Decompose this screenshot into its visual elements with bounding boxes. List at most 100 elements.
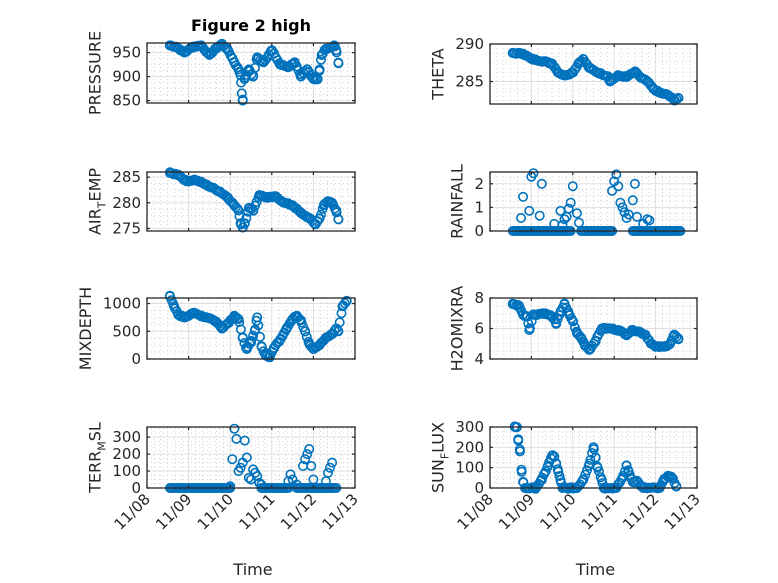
data-point	[312, 74, 323, 85]
data-point	[198, 178, 209, 189]
y-tick-label: 1000	[103, 295, 141, 313]
y-tick-label: 0	[131, 350, 141, 368]
x-axis-label: Time	[575, 560, 615, 579]
data-point	[551, 318, 562, 329]
y-tick-label: 100	[112, 462, 141, 480]
data-point	[304, 443, 315, 454]
data-point	[331, 323, 342, 334]
data-point	[173, 309, 184, 320]
data-point	[514, 444, 525, 455]
axes-frame	[146, 171, 356, 232]
y-tick-label: 500	[112, 322, 141, 340]
data-point	[302, 64, 313, 75]
data-point	[567, 315, 578, 326]
data-point	[631, 211, 642, 222]
data-point	[584, 344, 595, 355]
data-point	[275, 334, 286, 345]
data-point	[671, 480, 682, 491]
data-point	[538, 308, 549, 319]
data-point	[314, 213, 325, 224]
data-point	[333, 326, 344, 337]
data-point	[225, 481, 236, 492]
y-axis-label: AIRTEMP	[86, 168, 109, 235]
y-tick-label: 0	[474, 479, 484, 497]
data-point	[223, 192, 234, 203]
axes-frame	[489, 171, 698, 232]
y-tick-label: 950	[112, 44, 141, 62]
y-axis-label: H2OMIXRA	[448, 286, 467, 372]
data-point	[563, 308, 574, 319]
data-point	[196, 40, 207, 51]
axes-frame	[489, 426, 698, 489]
y-axis-label: MIXDEPTH	[76, 287, 95, 370]
data-point	[662, 90, 673, 101]
axes-frame	[146, 426, 356, 489]
data-point	[573, 217, 584, 228]
axes-mixdepth: 0 500 1000 MIXDEPTH	[76, 287, 356, 370]
data-point	[214, 186, 225, 197]
data-point	[216, 322, 227, 333]
data-point	[308, 474, 319, 485]
data-point	[559, 214, 570, 225]
y-tick-label: 280	[112, 194, 141, 212]
data-point	[179, 312, 190, 323]
data-point	[223, 45, 234, 56]
y-axis-label: TERRMSL	[86, 422, 109, 494]
data-point	[628, 67, 639, 78]
data-point	[667, 472, 678, 483]
data-point	[513, 434, 524, 445]
data-point	[233, 314, 244, 325]
y-tick-label: 100	[455, 459, 484, 477]
data-point	[522, 311, 533, 322]
data-point	[642, 76, 653, 87]
data-point	[602, 71, 613, 82]
data-point	[235, 462, 246, 473]
data-point	[229, 57, 240, 68]
data-point	[237, 332, 248, 343]
data-point	[627, 195, 638, 206]
data-point	[549, 451, 560, 462]
data-point	[584, 62, 595, 73]
data-point	[204, 49, 215, 60]
data-point	[173, 169, 184, 180]
data-point	[627, 324, 638, 335]
data-point	[588, 442, 599, 453]
data-point	[164, 291, 175, 302]
data-point	[322, 467, 333, 478]
data-point	[216, 38, 227, 49]
data-point	[169, 301, 180, 312]
data-point	[248, 71, 259, 82]
data-point	[567, 67, 578, 78]
y-tick-label: 850	[112, 92, 141, 110]
y-axis-label: THETA	[429, 48, 448, 100]
data-point	[571, 208, 582, 219]
data-point	[333, 214, 344, 225]
data-point	[164, 40, 175, 51]
data-point	[248, 330, 259, 341]
data-point	[515, 213, 526, 224]
y-tick-label: 285	[112, 168, 141, 186]
data-point	[615, 197, 626, 208]
data-point	[671, 331, 682, 342]
y-tick-label: 290	[455, 35, 484, 53]
data-point	[291, 479, 302, 490]
data-point	[636, 480, 647, 491]
data-point	[578, 53, 589, 64]
axes-frame	[489, 43, 698, 105]
data-point	[252, 312, 263, 323]
axes-theta: 285 290 THETA	[429, 35, 698, 106]
data-point	[673, 334, 684, 345]
data-point	[295, 71, 306, 82]
data-point	[227, 454, 238, 465]
data-point	[315, 54, 326, 65]
data-point	[547, 58, 558, 69]
data-point	[206, 182, 217, 193]
data-point	[306, 460, 317, 471]
data-point	[621, 72, 632, 83]
data-point	[268, 342, 279, 353]
data-point	[563, 203, 574, 214]
y-tick-label: 300	[455, 418, 484, 436]
data-point	[243, 64, 254, 75]
data-point	[300, 326, 311, 337]
